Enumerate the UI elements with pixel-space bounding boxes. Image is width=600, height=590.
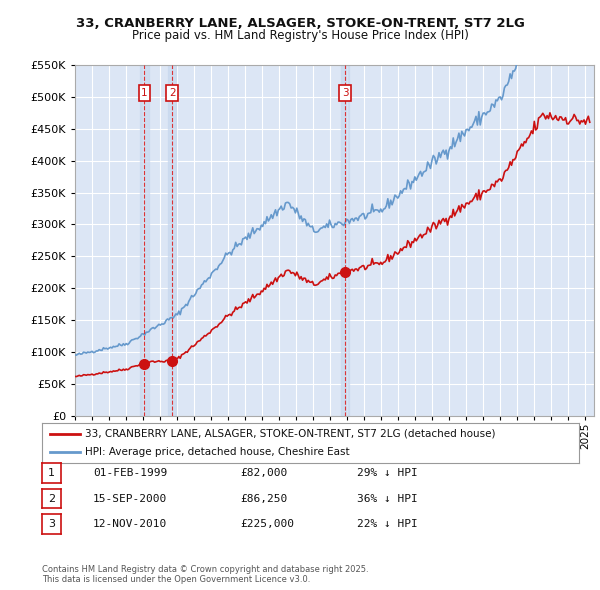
Text: 12-NOV-2010: 12-NOV-2010 [93, 519, 167, 529]
Text: 1: 1 [48, 468, 55, 478]
Text: £225,000: £225,000 [240, 519, 294, 529]
Text: 1: 1 [141, 88, 148, 98]
Text: 01-FEB-1999: 01-FEB-1999 [93, 468, 167, 478]
Text: HPI: Average price, detached house, Cheshire East: HPI: Average price, detached house, Ches… [85, 447, 350, 457]
Bar [140, 65, 149, 416]
Text: 22% ↓ HPI: 22% ↓ HPI [357, 519, 418, 529]
Text: 33, CRANBERRY LANE, ALSAGER, STOKE-ON-TRENT, ST7 2LG (detached house): 33, CRANBERRY LANE, ALSAGER, STOKE-ON-TR… [85, 429, 496, 439]
Text: Price paid vs. HM Land Registry's House Price Index (HPI): Price paid vs. HM Land Registry's House … [131, 30, 469, 42]
Text: 15-SEP-2000: 15-SEP-2000 [93, 494, 167, 503]
Bar [341, 65, 349, 416]
Text: 3: 3 [342, 88, 349, 98]
Bar [168, 65, 176, 416]
Text: 2: 2 [48, 494, 55, 503]
Text: £86,250: £86,250 [240, 494, 287, 503]
Text: 33, CRANBERRY LANE, ALSAGER, STOKE-ON-TRENT, ST7 2LG: 33, CRANBERRY LANE, ALSAGER, STOKE-ON-TR… [76, 17, 524, 30]
Text: £82,000: £82,000 [240, 468, 287, 478]
Text: 3: 3 [48, 519, 55, 529]
Text: Contains HM Land Registry data © Crown copyright and database right 2025.
This d: Contains HM Land Registry data © Crown c… [42, 565, 368, 584]
Text: 29% ↓ HPI: 29% ↓ HPI [357, 468, 418, 478]
Text: 2: 2 [169, 88, 175, 98]
Text: 36% ↓ HPI: 36% ↓ HPI [357, 494, 418, 503]
